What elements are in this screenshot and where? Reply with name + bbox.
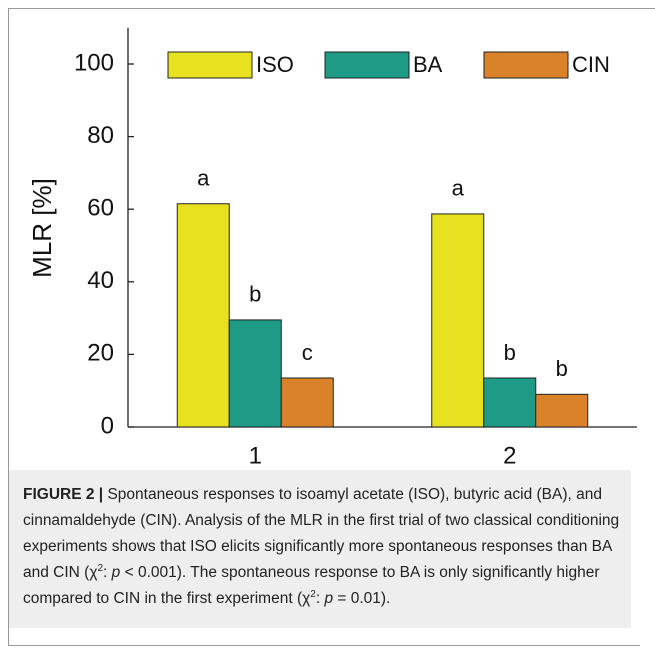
bar [228,319,282,428]
caption-text: p [111,564,121,581]
y-tick-label: 0 [101,412,114,439]
legend-swatch [324,51,410,79]
significance-label: b [504,340,516,365]
y-tick-label: 60 [87,195,114,222]
x-tick-label: 2 [503,442,516,469]
caption-text: : [315,590,325,607]
caption-text: p [324,590,334,607]
significance-label: a [452,176,465,201]
caption-text: = 0.01). [333,590,391,607]
bar [431,213,485,428]
caption: FIGURE 2 | Spontaneous responses to isoa… [9,470,631,628]
bar [280,377,334,428]
significance-label: b [249,282,261,307]
y-tick-label: 80 [87,122,114,149]
bar [176,203,230,428]
y-axis-label: MLR [%] [27,178,57,278]
legend-swatch [483,51,569,79]
bar [483,377,537,428]
legend-label: ISO [256,52,294,77]
legend-label: CIN [572,52,610,77]
significance-label: b [556,356,568,381]
x-tick-label: 1 [249,442,262,469]
significance-label: c [302,340,313,365]
y-tick-label: 40 [87,267,114,294]
legend-label: BA [413,52,443,77]
bar [535,393,589,428]
legend-swatch [167,51,253,79]
caption-text: : [103,564,112,581]
y-tick-label: 20 [87,340,114,367]
significance-label: a [197,166,210,191]
caption-text: Spontaneous responses to isoamyl acetate… [23,486,620,581]
caption-label: FIGURE 2 | [23,486,104,503]
caption-text: < 0.001). The spontaneous response to BA… [23,564,600,607]
caption-text: 2 [310,589,316,600]
y-tick-label: 100 [74,49,114,76]
caption-text: 2 [97,563,104,574]
